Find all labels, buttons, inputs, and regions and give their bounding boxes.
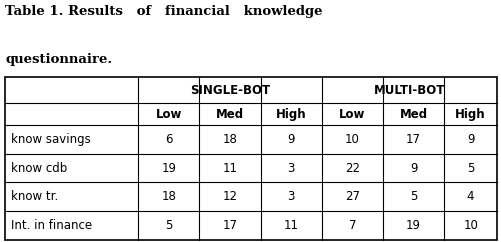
Text: 9: 9 [287, 133, 294, 146]
Text: 19: 19 [405, 219, 420, 232]
Text: 10: 10 [344, 133, 359, 146]
Text: 12: 12 [222, 190, 237, 203]
Text: 19: 19 [161, 162, 176, 174]
Text: Med: Med [399, 108, 427, 121]
Text: 5: 5 [409, 190, 416, 203]
Text: know cdb: know cdb [11, 162, 67, 174]
Text: 11: 11 [222, 162, 237, 174]
Text: 9: 9 [409, 162, 416, 174]
Text: MULTI-BOT: MULTI-BOT [373, 84, 444, 97]
Text: questionnaire.: questionnaire. [5, 53, 112, 66]
Text: 10: 10 [462, 219, 477, 232]
Text: Int. in finance: Int. in finance [11, 219, 92, 232]
Text: 3: 3 [287, 190, 294, 203]
Text: 27: 27 [344, 190, 359, 203]
Text: 17: 17 [222, 219, 237, 232]
Text: Low: Low [155, 108, 181, 121]
Text: 5: 5 [165, 219, 172, 232]
Text: Table 1. Results   of   financial   knowledge: Table 1. Results of financial knowledge [5, 5, 322, 18]
Text: 4: 4 [466, 190, 473, 203]
Text: High: High [454, 108, 485, 121]
Text: 22: 22 [344, 162, 359, 174]
Text: High: High [275, 108, 306, 121]
Text: 11: 11 [283, 219, 298, 232]
Text: 18: 18 [222, 133, 237, 146]
Text: Low: Low [339, 108, 365, 121]
Text: 3: 3 [287, 162, 294, 174]
Text: 5: 5 [466, 162, 473, 174]
Text: know tr.: know tr. [11, 190, 58, 203]
Text: SINGLE-BOT: SINGLE-BOT [189, 84, 270, 97]
Text: 7: 7 [348, 219, 355, 232]
Text: know savings: know savings [11, 133, 91, 146]
Text: Med: Med [215, 108, 243, 121]
Text: 6: 6 [165, 133, 172, 146]
Text: 9: 9 [466, 133, 473, 146]
Text: 17: 17 [405, 133, 420, 146]
Text: 18: 18 [161, 190, 176, 203]
